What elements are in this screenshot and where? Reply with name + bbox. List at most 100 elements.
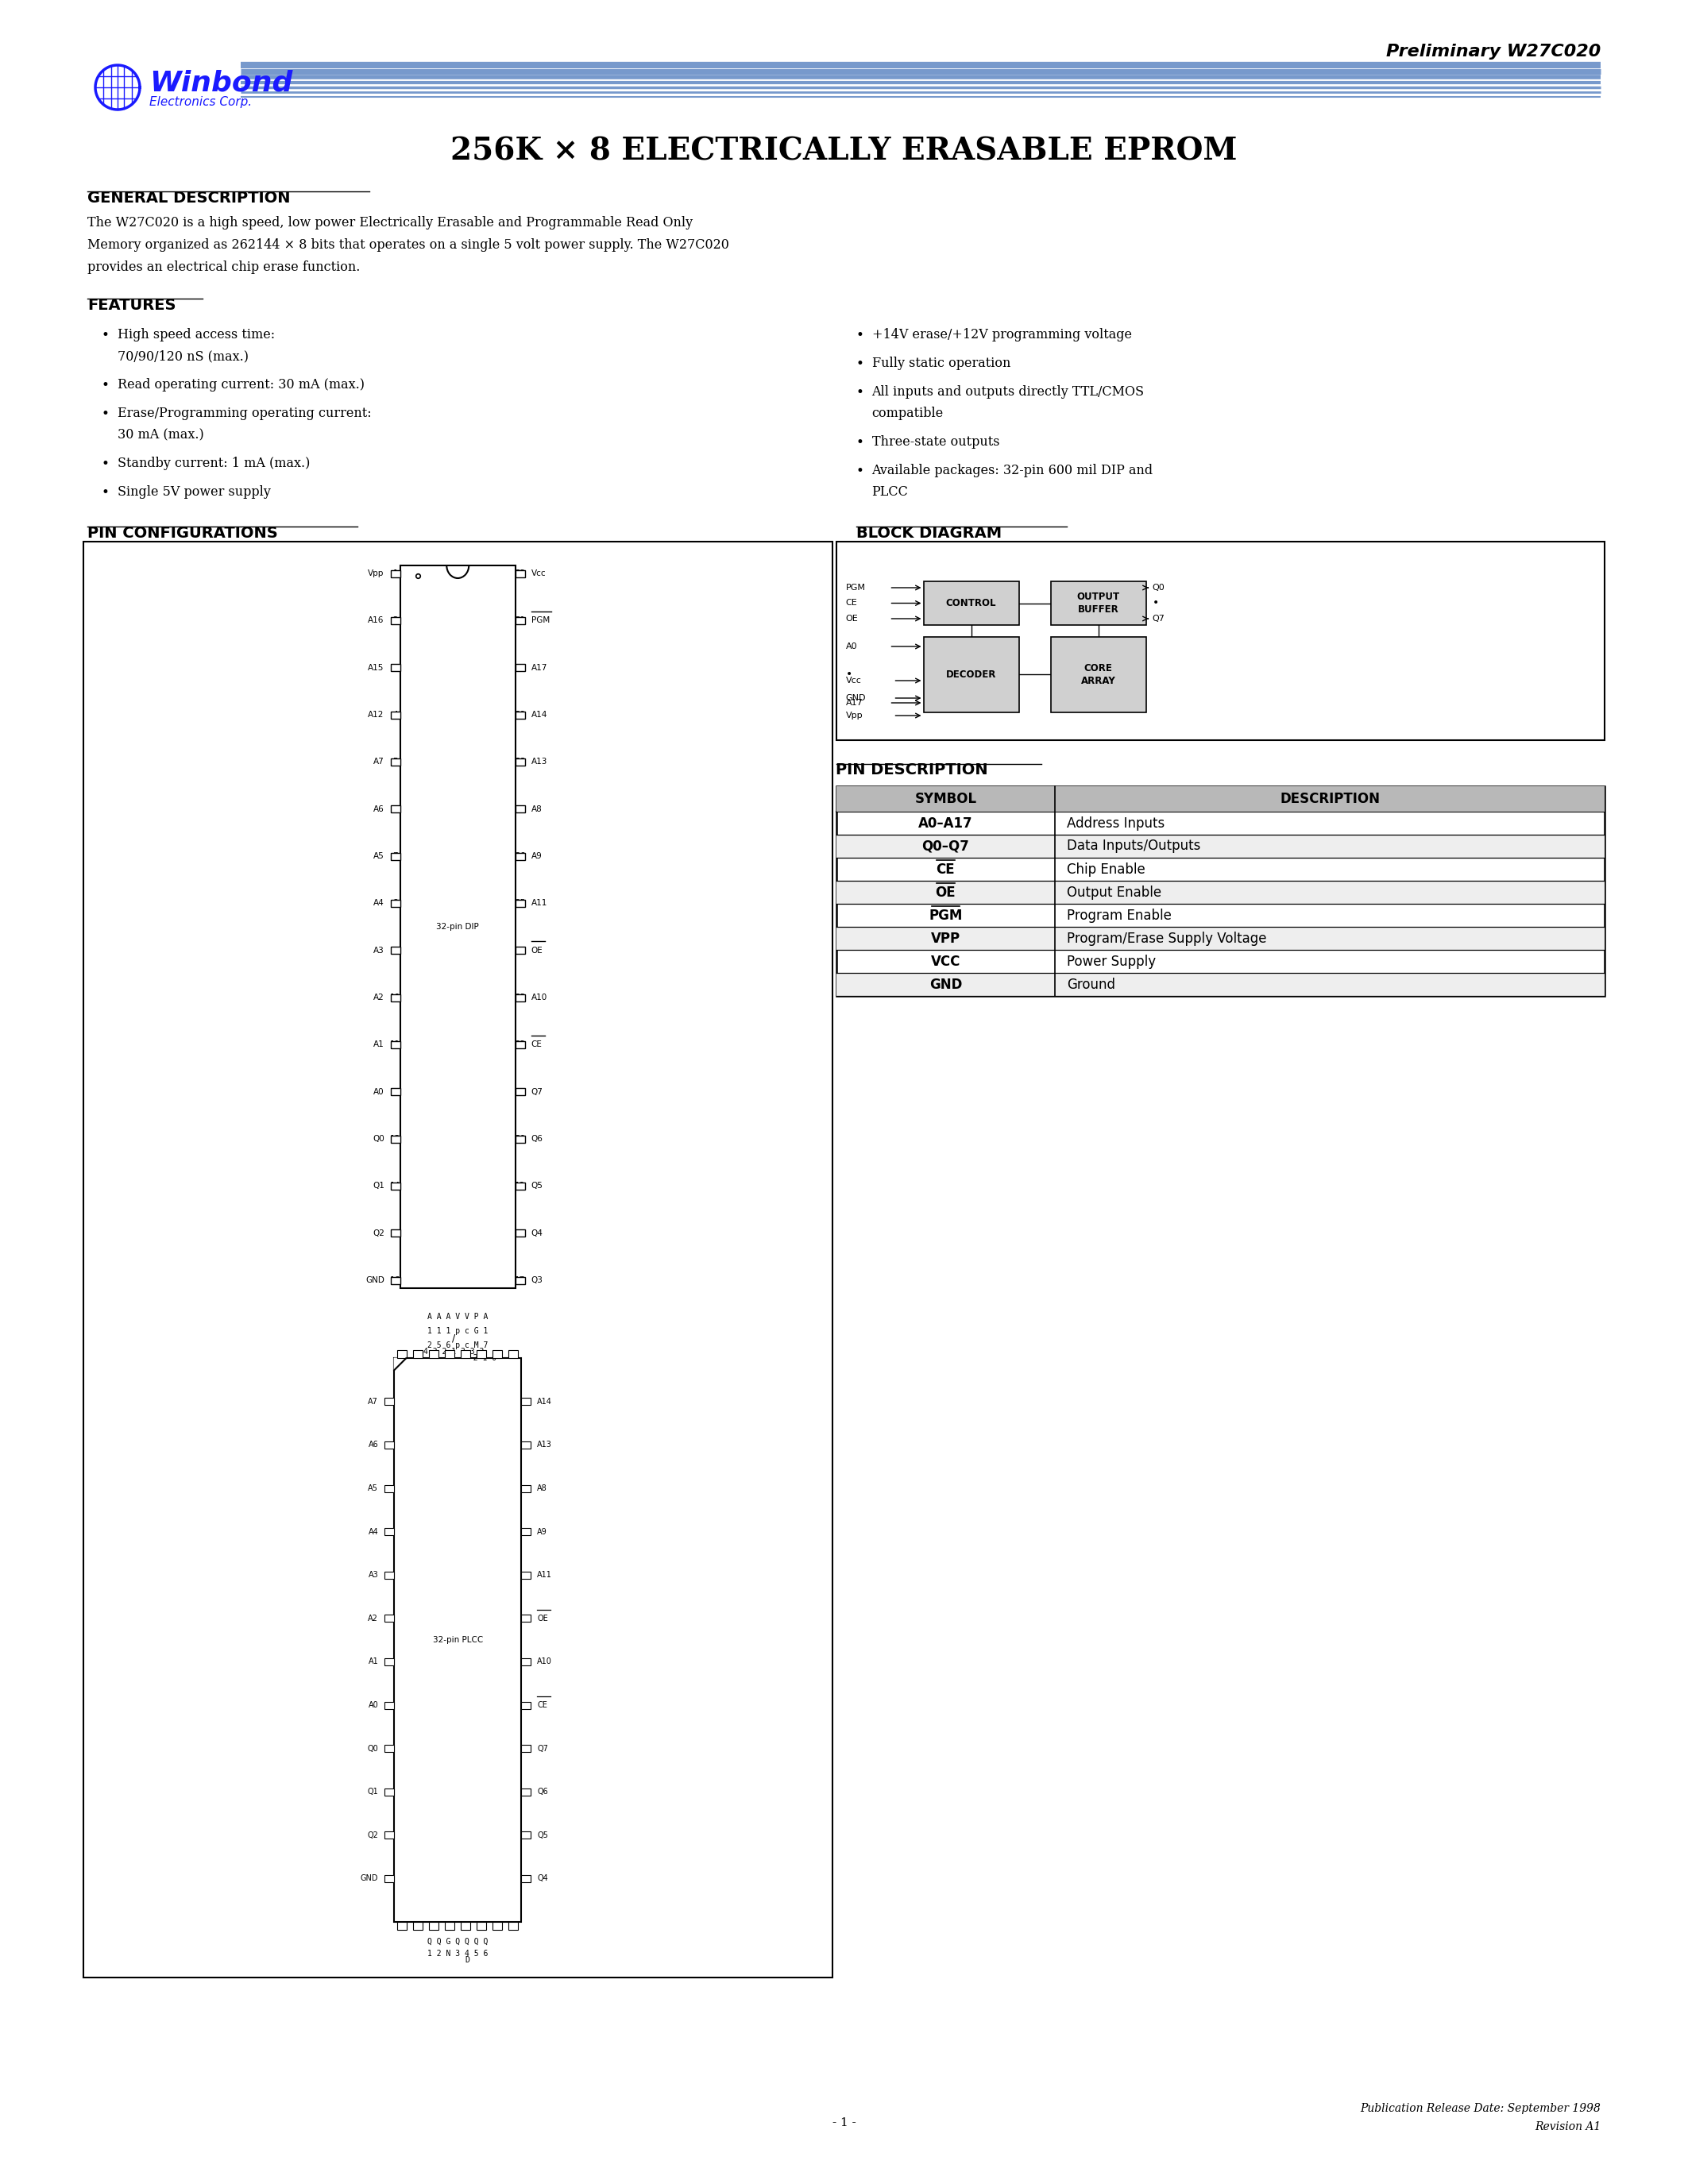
Text: VCC: VCC xyxy=(930,954,960,968)
Bar xyxy=(390,616,400,625)
Text: GND: GND xyxy=(361,1874,378,1883)
Bar xyxy=(836,926,1605,950)
Text: SYMBOL: SYMBOL xyxy=(915,793,977,806)
Text: Read operating current: 30 mA (max.): Read operating current: 30 mA (max.) xyxy=(118,378,365,391)
Text: A5: A5 xyxy=(373,852,385,860)
Bar xyxy=(836,786,1605,996)
Text: Q1: Q1 xyxy=(368,1789,378,1795)
Text: D: D xyxy=(464,1957,469,1963)
Text: 4: 4 xyxy=(393,710,398,719)
Bar xyxy=(385,1876,395,1883)
Bar xyxy=(522,1614,530,1623)
Bar xyxy=(522,1701,530,1708)
Text: •: • xyxy=(101,328,110,343)
Bar xyxy=(1050,638,1146,712)
Bar xyxy=(836,972,1605,996)
Text: Power Supply: Power Supply xyxy=(1067,954,1156,968)
Text: OUTPUT
BUFFER: OUTPUT BUFFER xyxy=(1077,592,1119,614)
Text: 32-pin PLCC: 32-pin PLCC xyxy=(432,1636,483,1645)
Bar xyxy=(446,1922,454,1931)
Text: 16: 16 xyxy=(390,1275,400,1284)
Text: All inputs and outputs directly TTL/CMOS: All inputs and outputs directly TTL/CMOS xyxy=(871,384,1144,400)
Text: 27: 27 xyxy=(515,806,525,812)
Text: A14: A14 xyxy=(532,710,547,719)
Bar xyxy=(522,1789,530,1795)
Bar xyxy=(390,1182,400,1190)
Text: Program/Erase Supply Voltage: Program/Erase Supply Voltage xyxy=(1067,930,1266,946)
Text: Q5: Q5 xyxy=(532,1182,544,1190)
Text: 29: 29 xyxy=(522,1398,530,1404)
Text: A6: A6 xyxy=(373,806,385,812)
Bar xyxy=(515,806,525,812)
Text: A11: A11 xyxy=(537,1570,552,1579)
Text: Fully static operation: Fully static operation xyxy=(871,356,1011,369)
Text: 20: 20 xyxy=(522,1789,530,1795)
Text: •: • xyxy=(846,668,852,679)
Text: •: • xyxy=(856,328,864,343)
Text: 24: 24 xyxy=(522,1614,530,1623)
Text: Q2: Q2 xyxy=(368,1830,378,1839)
Bar xyxy=(390,1042,400,1048)
Bar xyxy=(515,900,525,906)
Bar xyxy=(515,1136,525,1142)
Text: A16: A16 xyxy=(368,616,385,625)
Bar xyxy=(83,542,832,1977)
Bar xyxy=(476,1922,486,1931)
Bar xyxy=(385,1398,395,1404)
Text: •: • xyxy=(856,384,864,400)
Text: A0–A17: A0–A17 xyxy=(918,817,972,830)
Text: PLCC: PLCC xyxy=(871,485,908,498)
Text: - 1 -: - 1 - xyxy=(832,2116,856,2129)
Text: 4 3 2 1 3 3 3: 4 3 2 1 3 3 3 xyxy=(424,1348,484,1356)
Text: A12: A12 xyxy=(368,710,385,719)
Text: A17: A17 xyxy=(532,664,547,673)
Text: Q0: Q0 xyxy=(368,1745,378,1752)
Bar xyxy=(923,638,1020,712)
Text: 5: 5 xyxy=(393,758,398,767)
Text: PGM: PGM xyxy=(928,909,962,922)
Bar xyxy=(515,758,525,767)
Text: 70/90/120 nS (max.): 70/90/120 nS (max.) xyxy=(118,349,248,363)
Text: 18: 18 xyxy=(522,1876,530,1883)
Text: DECODER: DECODER xyxy=(945,670,996,679)
Text: A2: A2 xyxy=(368,1614,378,1623)
Text: 8: 8 xyxy=(393,900,398,906)
Bar xyxy=(476,1350,486,1358)
Text: 7: 7 xyxy=(387,1485,392,1492)
Bar xyxy=(1050,581,1146,625)
Bar xyxy=(493,1922,503,1931)
Text: 7: 7 xyxy=(393,852,398,860)
Bar xyxy=(385,1658,395,1666)
Bar xyxy=(390,806,400,812)
Text: A10: A10 xyxy=(537,1658,552,1666)
Text: 30 mA (max.): 30 mA (max.) xyxy=(118,428,204,441)
Bar xyxy=(390,948,400,954)
Text: OE: OE xyxy=(532,946,544,954)
Text: Revision A1: Revision A1 xyxy=(1534,2121,1600,2132)
Text: /: / xyxy=(452,1332,456,1343)
Bar xyxy=(390,1278,400,1284)
Text: CE: CE xyxy=(846,598,858,607)
Text: 5: 5 xyxy=(387,1398,392,1404)
Text: High speed access time:: High speed access time: xyxy=(118,328,275,341)
Text: A14: A14 xyxy=(537,1398,552,1406)
Text: A6: A6 xyxy=(368,1441,378,1448)
Bar xyxy=(390,664,400,670)
Text: Q7: Q7 xyxy=(1153,614,1165,622)
Text: Publication Release Date: September 1998: Publication Release Date: September 1998 xyxy=(1361,2103,1600,2114)
Bar xyxy=(390,570,400,577)
Text: The W27C020 is a high speed, low power Electrically Erasable and Programmable Re: The W27C020 is a high speed, low power E… xyxy=(88,216,692,229)
Bar xyxy=(515,1278,525,1284)
Text: Available packages: 32-pin 600 mil DIP and: Available packages: 32-pin 600 mil DIP a… xyxy=(871,463,1153,478)
Text: CORE
ARRAY: CORE ARRAY xyxy=(1080,664,1116,686)
Bar xyxy=(515,712,525,719)
Text: Q6: Q6 xyxy=(532,1136,544,1142)
Text: 31: 31 xyxy=(515,616,525,625)
Text: 11: 11 xyxy=(385,1658,393,1666)
Text: 28: 28 xyxy=(522,1441,530,1448)
Text: 26: 26 xyxy=(522,1529,530,1535)
Text: Q0–Q7: Q0–Q7 xyxy=(922,839,969,854)
Bar xyxy=(493,1350,503,1358)
Text: 32-pin DIP: 32-pin DIP xyxy=(437,924,479,930)
Bar xyxy=(522,1398,530,1404)
